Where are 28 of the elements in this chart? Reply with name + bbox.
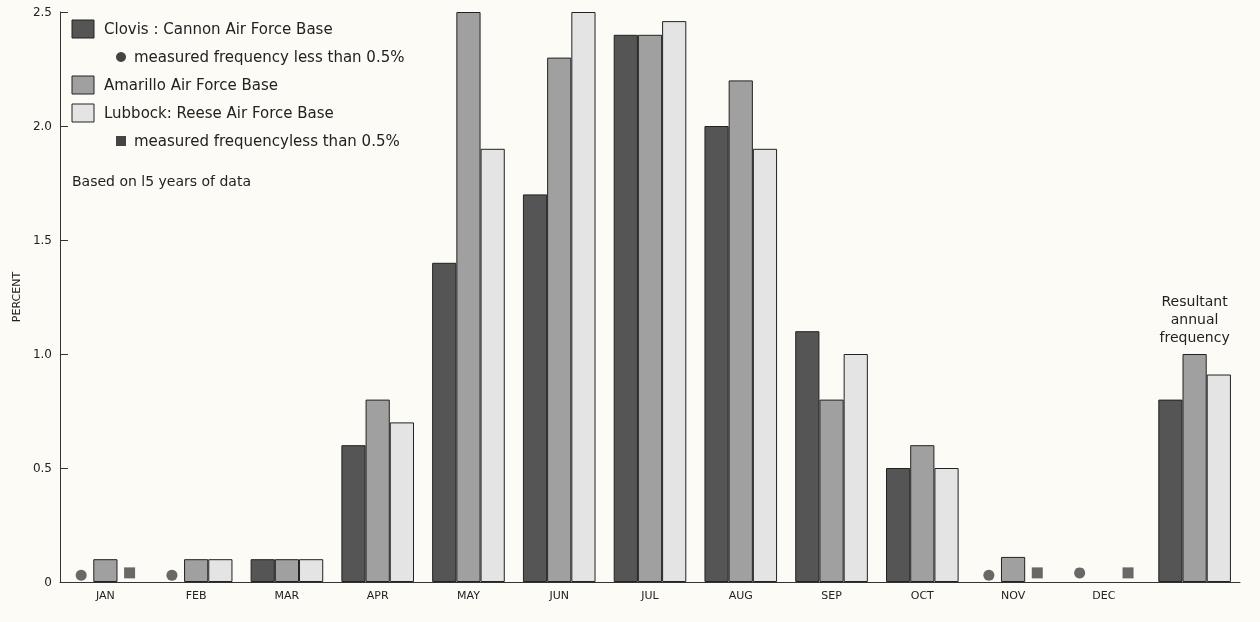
x-tick-label: SEP — [821, 589, 843, 602]
x-tick-label: JUL — [640, 589, 660, 602]
legend-label: Amarillo Air Force Base — [104, 76, 278, 94]
annotation: Based on l5 years of data — [72, 173, 252, 189]
x-tick-label: FEB — [185, 589, 207, 602]
y-tick-label: 2.0 — [32, 119, 52, 133]
bar — [93, 559, 118, 582]
x-tick-label: OCT — [910, 589, 935, 602]
x-tick-label: MAR — [274, 589, 300, 602]
x-tick-label: DEC — [1092, 589, 1116, 602]
bar — [1000, 556, 1026, 582]
y-tick-label: 2.5 — [32, 5, 52, 19]
y-axis-title: PERCENT — [10, 271, 23, 323]
legend-label: measured frequencyless than 0.5% — [134, 132, 400, 150]
legend-label: Lubbock: Reese Air Force Base — [104, 104, 334, 122]
x-tick-label: AUG — [728, 589, 753, 602]
legend-label: measured frequency less than 0.5% — [134, 48, 405, 66]
annotation: Resultant annual frequency — [1159, 293, 1230, 345]
y-tick-label: 1.0 — [32, 347, 52, 361]
y-tick-label: 0 — [44, 575, 52, 589]
x-tick-label: JUN — [548, 589, 569, 602]
x-tick-label: JAN — [94, 589, 115, 602]
x-tick-label: NOV — [1000, 589, 1026, 602]
y-tick-label: 1.5 — [32, 233, 52, 247]
legend-label: Clovis : Cannon Air Force Base — [104, 20, 333, 38]
y-tick-label: 0.5 — [32, 461, 52, 475]
x-tick-label: APR — [366, 589, 389, 602]
x-tick-label: MAY — [457, 589, 481, 602]
